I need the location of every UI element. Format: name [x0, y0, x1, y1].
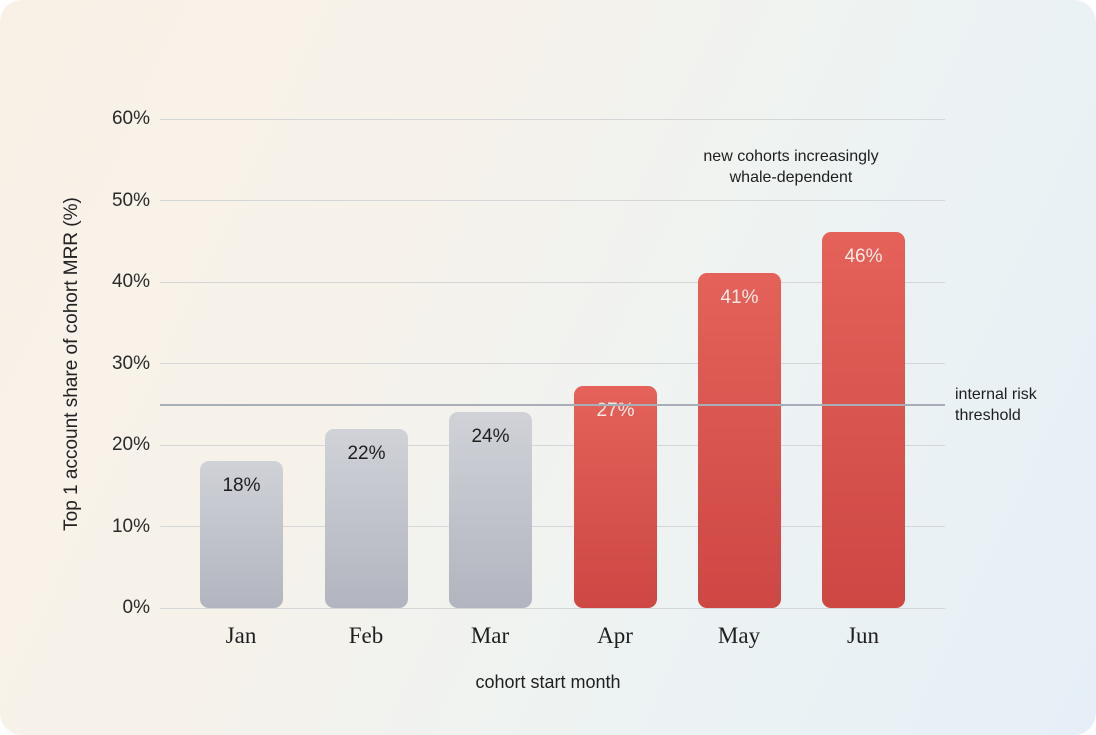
xtick-feb: Feb: [348, 623, 384, 648]
bar-jun: 46%: [822, 232, 905, 608]
trend-annotation: new cohorts increasingly whale-dependent: [646, 146, 936, 188]
gridline-30: [160, 363, 945, 364]
ytick-20: 20%: [111, 434, 150, 455]
xtick-apr: Apr: [597, 623, 633, 648]
ytick-60: 60%: [111, 108, 150, 129]
ytick-0: 0%: [122, 597, 150, 618]
xtick-jan: Jan: [225, 623, 257, 648]
gridline-0: [160, 608, 945, 609]
ytick-30: 30%: [111, 353, 150, 374]
bar-jan: 18%: [200, 461, 283, 608]
risk-threshold-label: internal risk threshold: [955, 384, 1075, 426]
bar-value-label: 41%: [720, 287, 759, 308]
ytick-50: 50%: [111, 190, 150, 211]
bar-value-label: 18%: [222, 475, 261, 496]
annotation-line2: whale-dependent: [729, 169, 853, 186]
xtick-mar: Mar: [470, 623, 510, 648]
bar-may: 41%: [698, 273, 781, 608]
gridline-40: [160, 282, 945, 283]
bar-feb: 22%: [325, 429, 408, 608]
bar-value-label: 24%: [471, 426, 510, 447]
threshold-label-line1: internal risk: [955, 386, 1037, 403]
xtick-jun: Jun: [847, 623, 879, 648]
bar-value-label: 46%: [844, 246, 883, 267]
gridline-20: [160, 445, 945, 446]
ytick-10: 10%: [111, 516, 150, 537]
xtick-may: May: [717, 623, 761, 648]
risk-threshold-line: [160, 404, 945, 406]
annotation-line1: new cohorts increasingly: [703, 148, 879, 165]
gridline-50: [160, 200, 945, 201]
x-axis-label: cohort start month: [475, 672, 621, 692]
threshold-label-line2: threshold: [955, 407, 1021, 424]
bar-apr: 27%: [574, 386, 657, 608]
ytick-40: 40%: [111, 271, 150, 292]
bar-value-label: 22%: [347, 443, 386, 464]
y-axis-label: Top 1 account share of cohort MRR (%): [61, 197, 82, 531]
gridline-10: [160, 526, 945, 527]
gridline-60: [160, 119, 945, 120]
bar-mar: 24%: [449, 412, 532, 608]
